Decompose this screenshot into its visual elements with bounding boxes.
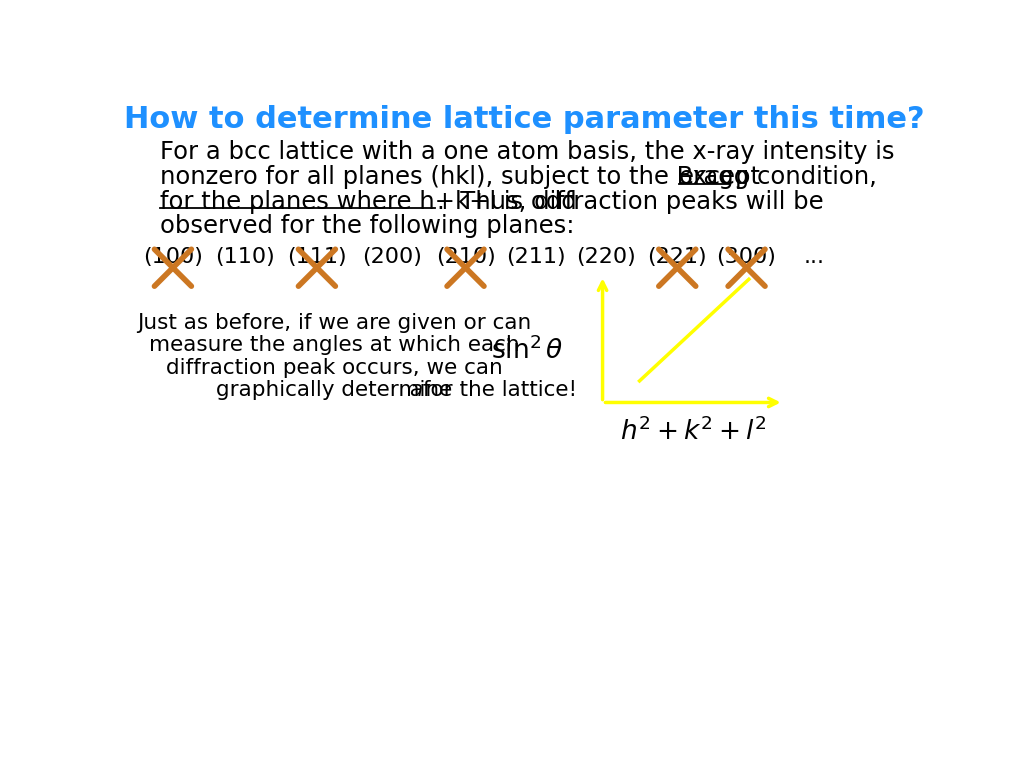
Text: for the lattice!: for the lattice! bbox=[416, 380, 578, 400]
Text: observed for the following planes:: observed for the following planes: bbox=[160, 214, 574, 238]
Text: $\sin^2\theta$: $\sin^2\theta$ bbox=[490, 336, 563, 365]
Text: $h^2+k^2+l^2$: $h^2+k^2+l^2$ bbox=[620, 418, 767, 446]
Text: (220): (220) bbox=[577, 247, 636, 267]
Text: (211): (211) bbox=[507, 247, 566, 267]
Text: (300): (300) bbox=[717, 247, 776, 267]
Text: ...: ... bbox=[804, 247, 824, 267]
Text: (100): (100) bbox=[143, 247, 203, 267]
Text: (110): (110) bbox=[215, 247, 274, 267]
Text: for the planes where h+k+l is odd: for the planes where h+k+l is odd bbox=[160, 190, 577, 214]
Text: Just as before, if we are given or can: Just as before, if we are given or can bbox=[137, 313, 531, 333]
Text: diffraction peak occurs, we can: diffraction peak occurs, we can bbox=[166, 358, 503, 378]
Text: nonzero for all planes (hkl), subject to the Bragg condition,: nonzero for all planes (hkl), subject to… bbox=[160, 165, 877, 189]
Text: a: a bbox=[410, 380, 423, 400]
Text: (210): (210) bbox=[435, 247, 496, 267]
Text: measure the angles at which each: measure the angles at which each bbox=[150, 336, 520, 356]
Text: (111): (111) bbox=[287, 247, 347, 267]
Text: (200): (200) bbox=[362, 247, 422, 267]
Text: except: except bbox=[679, 165, 761, 189]
Text: (221): (221) bbox=[647, 247, 708, 267]
Text: graphically determine: graphically determine bbox=[216, 380, 453, 400]
Text: For a bcc lattice with a one atom basis, the x-ray intensity is: For a bcc lattice with a one atom basis,… bbox=[160, 141, 894, 164]
Text: .  Thus, diffraction peaks will be: . Thus, diffraction peaks will be bbox=[437, 190, 823, 214]
Text: How to determine lattice parameter this time?: How to determine lattice parameter this … bbox=[125, 104, 925, 134]
